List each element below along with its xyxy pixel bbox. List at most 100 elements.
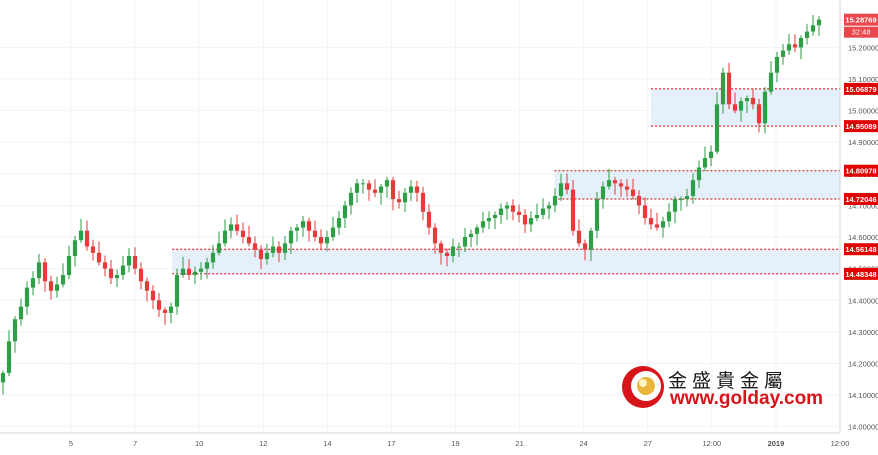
candle-body (336, 218, 342, 228)
candle-body (708, 151, 714, 159)
candle-body (528, 218, 534, 225)
candle-body (258, 249, 264, 260)
candle-body (504, 205, 510, 209)
candle-body (624, 186, 630, 190)
candle-body (48, 281, 54, 291)
candle-body (612, 180, 618, 184)
candle-body (288, 230, 294, 244)
candle-body (138, 268, 144, 282)
candle-body (582, 243, 588, 250)
price-label-box (844, 82, 878, 95)
candle-body (714, 104, 720, 152)
candle-body (360, 183, 366, 185)
candle-body (342, 205, 348, 219)
candle-body (816, 19, 822, 26)
candle-body (726, 72, 732, 105)
candle-body (414, 186, 420, 193)
candle-body (18, 306, 24, 320)
candle-body (24, 287, 30, 307)
candle-body (804, 31, 810, 38)
y-tick-label: 14.90000 (848, 138, 878, 147)
x-tick-label: 27 (644, 439, 652, 448)
candle-body (438, 243, 444, 253)
candle-body (210, 252, 216, 263)
candle-body (534, 214, 540, 219)
y-tick-label: 14.60000 (848, 233, 878, 242)
candle-body (12, 319, 18, 342)
candle-body (660, 221, 666, 228)
x-tick-label: 2019 (768, 439, 785, 448)
price-label-text: 15.28769 (845, 16, 876, 25)
x-tick-label: 24 (579, 439, 587, 448)
candle-body (42, 262, 48, 282)
y-tick-label: 14.70000 (848, 201, 878, 210)
candle-body (156, 300, 162, 310)
candle-body (168, 306, 174, 313)
candle-body (378, 186, 384, 193)
price-label-box (844, 267, 878, 280)
candle-body (6, 341, 12, 373)
price-label-box (844, 13, 878, 26)
candle-body (264, 252, 270, 260)
candle-body (678, 199, 684, 201)
candle-body (354, 183, 360, 193)
x-tick-label: 7 (133, 439, 137, 448)
candle-body (672, 199, 678, 212)
candle-body (558, 183, 564, 196)
candle-body (654, 224, 660, 228)
candle-body (546, 205, 552, 209)
candle-body (234, 224, 240, 231)
candle-body (324, 237, 330, 244)
candle-body (576, 230, 582, 244)
candle-body (252, 243, 258, 250)
candle-body (498, 208, 504, 215)
x-tick-label: 21 (515, 439, 523, 448)
candle-body (96, 252, 102, 263)
price-label-box (844, 120, 878, 133)
y-tick-label: 15.20000 (848, 43, 878, 52)
candle-body (84, 230, 90, 247)
support-resistance-zone (651, 88, 840, 127)
price-label-text: 14.72046 (845, 195, 876, 204)
candle-body (480, 221, 486, 228)
candle-body (198, 268, 204, 272)
candle-body (780, 50, 786, 57)
candle-body (396, 199, 402, 203)
candle-body (204, 262, 210, 269)
price-label-text: 14.48348 (845, 270, 876, 279)
candle-body (276, 246, 282, 253)
candle-body (516, 211, 522, 215)
candle-body (594, 199, 600, 231)
candle-body (630, 189, 636, 196)
y-tick-label: 14.40000 (848, 296, 878, 305)
watermark-url: www.golday.com (670, 388, 824, 409)
price-label-box (844, 192, 878, 205)
candle-body (756, 104, 762, 124)
price-label-text: 14.56148 (845, 245, 876, 254)
candle-body (330, 227, 336, 238)
candle-body (114, 274, 120, 279)
y-tick-label: 14.30000 (848, 328, 878, 337)
candle-body (618, 183, 624, 187)
candle-body (36, 262, 42, 279)
candle-body (162, 309, 168, 313)
candle-body (474, 227, 480, 234)
candle-body (492, 214, 498, 219)
golday-emblem-icon (622, 366, 664, 408)
candle-body (540, 208, 546, 215)
candle-body (432, 227, 438, 244)
watermark-logo: 金盛貴金屬 www.golday.com (620, 362, 824, 414)
price-label-text: 15.06879 (845, 85, 876, 94)
candle-body (30, 278, 36, 288)
candle-body (240, 230, 246, 238)
candle-body (78, 230, 84, 241)
candle-body (570, 189, 576, 231)
x-tick-label: 10 (195, 439, 203, 448)
candle-body (450, 246, 456, 257)
candle-body (150, 290, 156, 301)
candle-body (696, 167, 702, 181)
candle-body (702, 158, 708, 168)
candle-body (372, 189, 378, 193)
candle-body (120, 265, 126, 275)
